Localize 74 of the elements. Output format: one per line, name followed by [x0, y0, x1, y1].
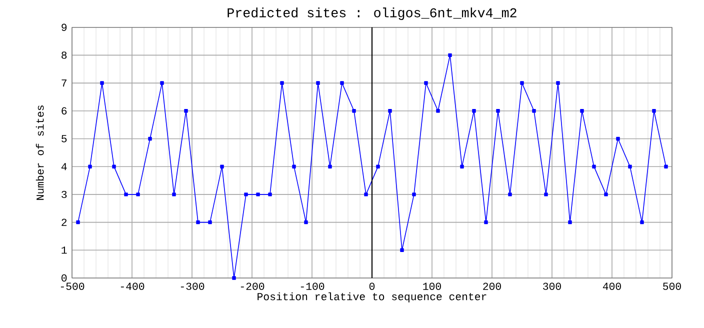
point: [124, 192, 128, 196]
point: [544, 192, 548, 196]
x-tick-label: 500: [663, 282, 681, 290]
point: [484, 220, 488, 224]
point: [184, 109, 188, 113]
point: [148, 136, 152, 141]
point: [196, 220, 200, 224]
y-tick-label: 4: [61, 163, 67, 170]
y-tick-label: 2: [62, 218, 67, 226]
y-tick-label: 7: [62, 80, 66, 87]
point: [160, 81, 164, 85]
point: [580, 109, 584, 113]
y-tick-label: 6: [62, 107, 67, 115]
x-tick-label: 400: [602, 282, 621, 290]
point: [268, 192, 272, 196]
point: [208, 220, 212, 224]
y-tick-label: 3: [62, 190, 67, 198]
x-tick-label: 300: [543, 282, 561, 290]
point: [256, 192, 260, 196]
point: [532, 109, 536, 113]
point: [556, 81, 560, 85]
point: [568, 220, 572, 224]
point: [388, 109, 392, 113]
chart-title: Predicted sites : oligos_6nt_mkv4_m2: [228, 8, 516, 20]
x-tick-label: 200: [483, 282, 501, 290]
point: [604, 192, 608, 196]
point: [304, 220, 308, 224]
point: [436, 109, 440, 113]
point: [232, 276, 236, 280]
point: [664, 164, 668, 168]
point: [424, 81, 428, 85]
x-tick-label: -100: [300, 282, 324, 290]
point: [448, 53, 452, 58]
point: [460, 164, 464, 168]
point: [508, 192, 512, 196]
point: [100, 81, 104, 85]
y-tick-label: 0: [62, 274, 67, 282]
point: [592, 164, 596, 168]
x-tick-label: -300: [180, 282, 204, 290]
point: [136, 192, 140, 196]
x-axis-title: Position relative to sequence center: [258, 292, 486, 302]
point: [412, 192, 416, 196]
x-tick-label: 100: [423, 282, 441, 290]
point: [340, 81, 344, 85]
point: [316, 81, 320, 85]
point: [652, 109, 656, 113]
point: [364, 192, 368, 196]
y-axis-title: Number of sites: [36, 106, 44, 200]
point: [172, 192, 176, 196]
x-tick-label: 0: [369, 282, 375, 290]
y-tick-label: 8: [62, 52, 67, 59]
point: [88, 164, 92, 168]
point: [616, 136, 620, 141]
y-tick-label: 1: [62, 246, 67, 254]
point: [76, 220, 80, 224]
point: [112, 164, 116, 168]
point: [280, 81, 284, 85]
point: [328, 164, 332, 168]
point: [376, 164, 380, 168]
point: [220, 164, 224, 168]
point: [472, 109, 476, 113]
x-tick-label: -400: [120, 282, 144, 290]
point: [292, 164, 296, 168]
point: [244, 192, 248, 196]
point: [628, 164, 632, 168]
y-tick-label: 5: [62, 135, 67, 142]
point: [352, 109, 356, 113]
x-tick-label: -200: [240, 282, 264, 290]
point: [400, 248, 404, 252]
point: [496, 109, 500, 113]
x-tick-label: -500: [60, 282, 84, 290]
y-tick-label: 9: [62, 24, 67, 31]
point: [520, 81, 524, 85]
point: [640, 220, 644, 224]
